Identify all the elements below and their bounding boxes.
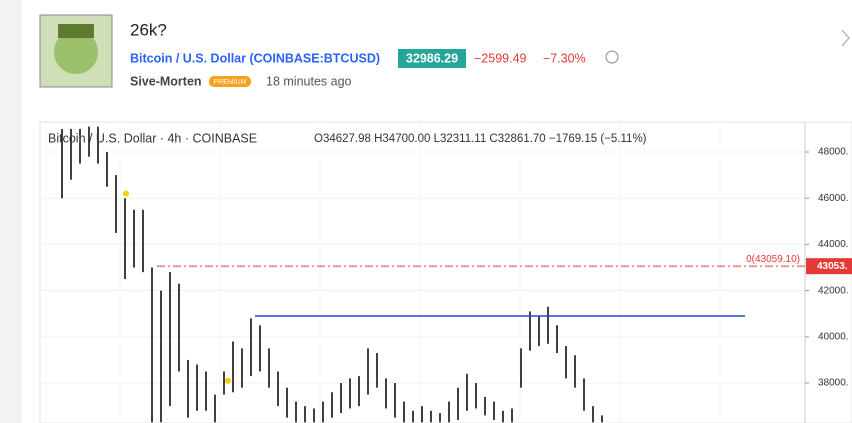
y-tick-label: 46000.: [818, 193, 849, 204]
price-box: [398, 49, 466, 68]
ohlc-values: O34627.98 H34700.00 L32311.11 C32861.70 …: [314, 133, 647, 145]
author[interactable]: Sive-Morten: [130, 74, 202, 88]
marker: [123, 190, 129, 197]
y-tick-label: 42000.: [818, 285, 849, 296]
fib-label: 0(43059.10): [746, 254, 800, 265]
side-shadow: [0, 0, 22, 423]
avatar-face: [54, 30, 98, 74]
marker: [225, 377, 231, 384]
next-arrow[interactable]: [841, 29, 850, 47]
y-tick-label: 48000.: [818, 147, 849, 158]
price-tag-bg: [806, 258, 852, 275]
avatar-cap: [58, 24, 94, 38]
y-tick-label: 44000.: [818, 239, 849, 250]
chart-panel: [39, 121, 852, 423]
y-tick-label: 40000.: [818, 331, 849, 342]
badge: PREMIUM: [213, 79, 246, 86]
idea-title: 26k?: [130, 20, 167, 39]
change-pct: −7.30%: [543, 51, 586, 65]
alert-icon[interactable]: [605, 50, 619, 64]
badge-bg: [209, 76, 251, 87]
symbol-link[interactable]: Bitcoin / U.S. Dollar (COINBASE:BTCUSD): [130, 51, 380, 65]
y-tick-label: 38000.: [818, 378, 849, 389]
chart-legend: Bitcoin / U.S. Dollar · 4h · COINBASE: [48, 131, 257, 145]
price: 32986.29: [406, 51, 458, 65]
price-tag: 43053.: [817, 261, 848, 272]
change: −2599.49: [474, 51, 527, 65]
time: 18 minutes ago: [266, 74, 352, 88]
